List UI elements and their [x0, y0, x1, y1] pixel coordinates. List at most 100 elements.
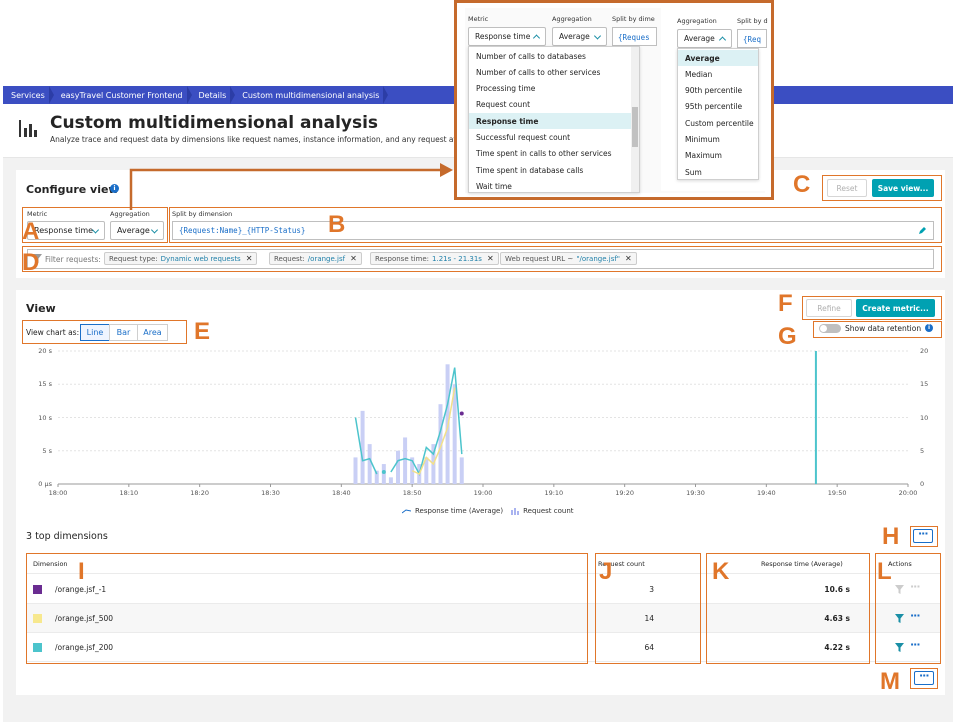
- header-actions: Actions: [888, 560, 912, 568]
- aggregation-option[interactable]: Sum: [685, 167, 702, 177]
- close-icon[interactable]: ✕: [486, 254, 494, 263]
- y-tick-label: 0 µs: [38, 480, 52, 488]
- popup-aggregation-select-2[interactable]: Average: [677, 29, 732, 48]
- chart-as-label: View chart as:: [26, 328, 80, 337]
- metric-option[interactable]: Wait time: [476, 181, 512, 191]
- close-icon[interactable]: ✕: [625, 254, 632, 263]
- dropdown-zoom-popup: Metric Response time Aggregation Average…: [454, 0, 774, 200]
- table-header: Dimension Request count Response time (A…: [26, 554, 940, 574]
- x-tick-label: 18:30: [261, 489, 280, 497]
- table-row[interactable]: /orange.jsf_500 14 4.63 s ···: [26, 604, 940, 633]
- aggregation-option[interactable]: 90th percentile: [685, 86, 743, 96]
- chart-legend: Response time (Average) Request count: [402, 507, 574, 515]
- save-view-button[interactable]: Save view...: [872, 179, 934, 197]
- more-icon[interactable]: ···: [910, 638, 921, 651]
- aggregation-option[interactable]: Average: [678, 50, 758, 66]
- breadcrumb-details[interactable]: Details: [191, 86, 235, 104]
- y2-tick-label: 15: [920, 380, 929, 389]
- more-icon[interactable]: ···: [910, 609, 921, 622]
- metric-option[interactable]: Number of calls to other services: [476, 67, 601, 77]
- data-retention-toggle[interactable]: [819, 324, 841, 333]
- close-icon[interactable]: ✕: [245, 254, 253, 263]
- info-icon[interactable]: i: [925, 324, 933, 332]
- count-bar: [438, 404, 443, 484]
- metric-option[interactable]: Processing time: [476, 84, 536, 94]
- split-dimension-label: Split by dimension: [172, 210, 233, 218]
- x-tick-label: 18:10: [119, 489, 139, 497]
- callout-k: K: [712, 558, 730, 585]
- breadcrumb-services[interactable]: Services: [3, 86, 54, 104]
- callout-h: H: [882, 523, 900, 550]
- legend-request-count: Request count: [523, 507, 574, 515]
- page-subtitle: Analyze trace and request data by dimens…: [50, 135, 460, 144]
- aggregation-option[interactable]: Median: [685, 69, 713, 79]
- dimension-name: /orange.jsf_-1: [55, 585, 107, 594]
- x-tick-label: 18:40: [331, 489, 351, 497]
- popup-split-input[interactable]: {Reques: [612, 27, 657, 46]
- x-tick-label: 19:30: [686, 489, 705, 497]
- chart-type-area[interactable]: Area: [137, 324, 168, 341]
- filter-chip-request[interactable]: Request:/orange.jsf ✕: [269, 252, 362, 265]
- y-tick-label: 20 s: [38, 347, 52, 355]
- filter-chip-request-type[interactable]: Request type: Dynamic web requests ✕: [104, 252, 258, 265]
- filter-chip-response-time[interactable]: Response time: 1.21s - 21.31s ✕: [370, 252, 499, 265]
- metric-option[interactable]: Number of calls to databases: [476, 51, 586, 61]
- callout-box-f: [802, 296, 942, 320]
- line-legend-icon: [402, 509, 411, 514]
- header-response-time[interactable]: Response time (Average): [761, 560, 843, 568]
- more-icon[interactable]: ···: [910, 580, 921, 593]
- aggregation-option[interactable]: Maximum: [685, 151, 722, 161]
- aggregation-option[interactable]: Custom percentile: [685, 118, 754, 128]
- metric-option[interactable]: Request count: [476, 100, 531, 110]
- top-dimensions-more-button[interactable]: ···: [913, 527, 933, 543]
- popup-split-input-2[interactable]: {Req: [737, 29, 767, 48]
- scrollbar-thumb[interactable]: [632, 107, 638, 147]
- toggle-knob: [820, 325, 827, 332]
- table-row[interactable]: /orange.jsf_200 64 4.22 s ···: [26, 633, 940, 662]
- popup-aggregation-select[interactable]: Average: [552, 27, 607, 46]
- metric-option[interactable]: Response time: [469, 113, 631, 130]
- aggregation-dropdown-menu: Average Median 90th percentile 95th percent…: [677, 48, 759, 180]
- table-row[interactable]: /orange.jsf_-1 3 10.6 s ···: [26, 575, 940, 604]
- info-icon[interactable]: i: [110, 184, 119, 193]
- series-color-swatch: [33, 585, 42, 594]
- filter-icon[interactable]: [895, 643, 904, 652]
- aggregation-option[interactable]: 95th percentile: [685, 102, 743, 112]
- chart-type-bar[interactable]: Bar: [109, 324, 138, 341]
- x-tick-label: 18:20: [190, 489, 210, 497]
- aggregation-option[interactable]: Minimum: [685, 135, 720, 144]
- series-line: [411, 387, 456, 476]
- refine-button[interactable]: Refine: [806, 299, 852, 317]
- split-dimension-input[interactable]: {Request:Name}_{HTTP-Status}: [172, 221, 934, 240]
- series-color-swatch: [33, 643, 42, 652]
- popup-metric-select[interactable]: Response time: [468, 27, 546, 46]
- table-more-button[interactable]: ···: [914, 669, 934, 685]
- metric-select[interactable]: Response time: [27, 221, 105, 240]
- header-dimension[interactable]: Dimension: [33, 560, 68, 568]
- header-request-count[interactable]: Request count: [598, 560, 645, 568]
- metric-option[interactable]: Time spent in database calls: [476, 165, 584, 175]
- view-title: View: [26, 302, 56, 315]
- aggregation-select[interactable]: Average: [110, 221, 164, 240]
- filter-icon[interactable]: [895, 614, 904, 623]
- pencil-icon[interactable]: [918, 226, 927, 235]
- x-tick-label: 19:00: [473, 489, 493, 497]
- metric-label: Metric: [27, 210, 48, 218]
- close-icon[interactable]: ✕: [350, 254, 357, 263]
- request-count: 14: [644, 614, 654, 623]
- y-tick-label: 15 s: [38, 380, 52, 389]
- menu-scrollbar[interactable]: [631, 47, 639, 192]
- series-line: [354, 367, 463, 477]
- data-point: [459, 411, 464, 416]
- reset-button[interactable]: Reset: [827, 179, 867, 197]
- configure-view-title: Configure view: [26, 183, 119, 196]
- x-tick-label: 19:10: [544, 489, 564, 497]
- breadcrumb-service[interactable]: easyTravel Customer Frontend: [53, 86, 192, 104]
- metric-option[interactable]: Time spent in calls to other services: [476, 149, 612, 159]
- create-metric-button[interactable]: Create metric...: [856, 299, 935, 317]
- popup-split-label-2: Split by d: [737, 17, 768, 25]
- filter-chip-url[interactable]: Web request URL ~ "/orange.jsf" ✕: [500, 252, 637, 265]
- filter-icon[interactable]: [895, 585, 904, 594]
- metric-option[interactable]: Successful request count: [476, 133, 571, 142]
